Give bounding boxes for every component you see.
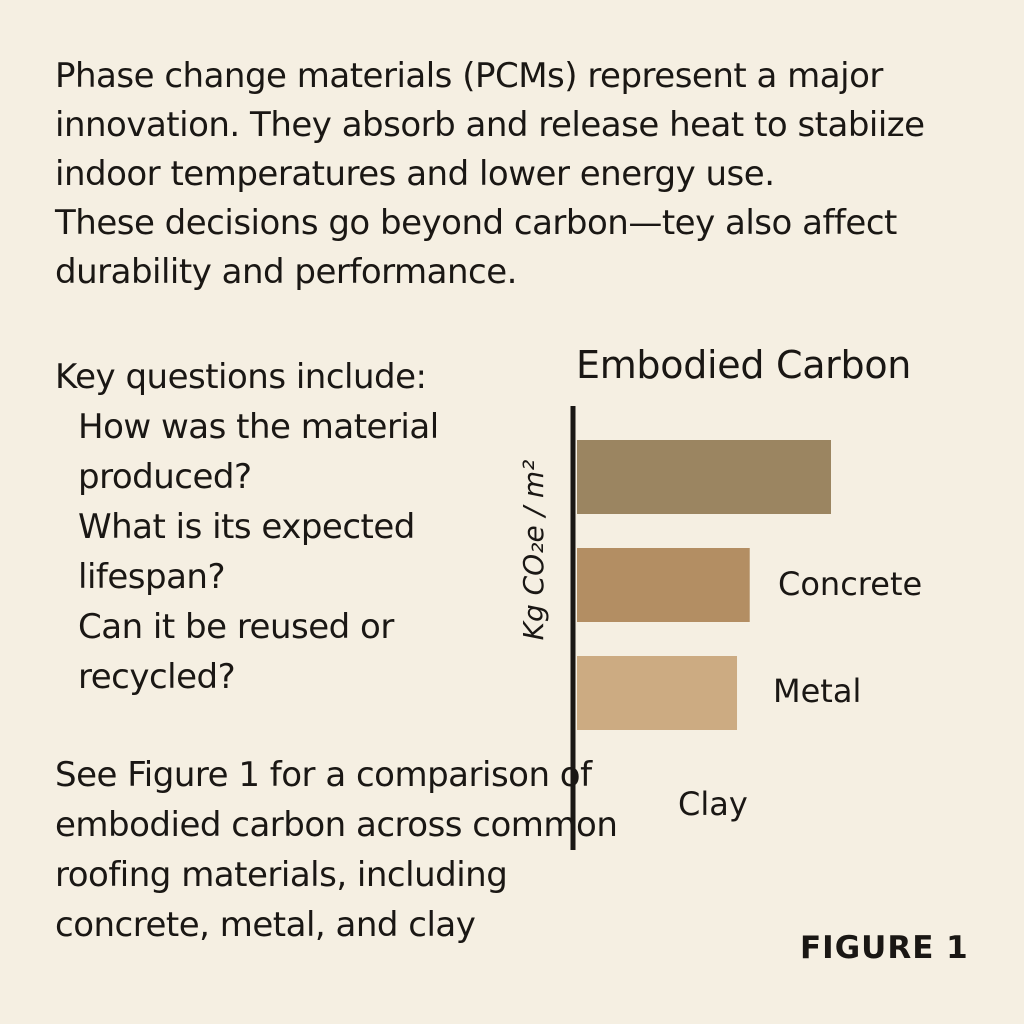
question-item: Can it be reused or recycled? bbox=[78, 607, 394, 697]
chart-title: Embodied Carbon bbox=[576, 343, 912, 387]
intro-paragraph-2: These decisions go beyond carbon—tey als… bbox=[55, 203, 897, 292]
figure-reference-text: See Figure 1 for a comparison of embodie… bbox=[55, 755, 618, 945]
key-questions-list: How was the material produced? What is i… bbox=[55, 402, 495, 702]
bar-label-metal: Metal bbox=[773, 672, 861, 710]
bar-label-clay: Clay bbox=[678, 785, 748, 823]
key-questions: Key questions include: How was the mater… bbox=[55, 352, 495, 702]
y-axis-label: Kg CO₂e / m² bbox=[517, 460, 550, 641]
bar-unlabeled bbox=[577, 440, 831, 514]
intro-paragraph-1: Phase change materials (PCMs) represent … bbox=[55, 56, 925, 194]
intro-text: Phase change materials (PCMs) represent … bbox=[55, 52, 955, 297]
bar-label-concrete: Concrete bbox=[778, 565, 922, 603]
question-item: How was the material produced? bbox=[78, 407, 439, 497]
question-item: What is its expected lifespan? bbox=[78, 507, 415, 597]
key-questions-heading: Key questions include: bbox=[55, 357, 427, 397]
bar-concrete bbox=[577, 548, 750, 622]
figure-label: FIGURE 1 bbox=[800, 930, 969, 966]
bar-metal bbox=[577, 656, 738, 730]
